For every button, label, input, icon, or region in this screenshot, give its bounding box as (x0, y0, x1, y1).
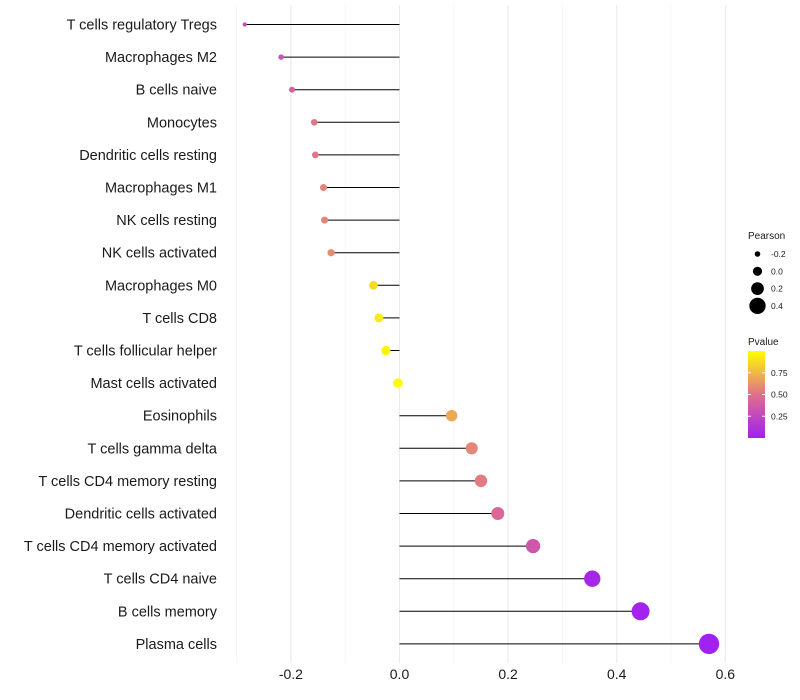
point-eosinophils (445, 409, 458, 422)
point-t-cells-cd4-memory-activated (525, 538, 541, 554)
point-monocytes (310, 118, 318, 126)
point-macrophages-m1 (319, 183, 327, 192)
point-plasma-cells (698, 633, 720, 655)
point-t-cells-follicular-helper (381, 345, 391, 356)
x-tick-label: 0.4 (607, 666, 627, 682)
stem-layer (244, 24, 710, 645)
category-label-nk-cells-resting: NK cells resting (116, 213, 217, 229)
size-legend-label: 0.2 (771, 284, 783, 294)
category-label-t-cells-follicular-helper: T cells follicular helper (74, 344, 217, 360)
category-label-mast-cells-activated: Mast cells activated (90, 376, 217, 392)
category-label-dendritic-cells-resting: Dendritic cells resting (79, 148, 217, 164)
size-legend-label: 0.4 (771, 301, 783, 311)
x-tick-label: 0.2 (498, 666, 518, 682)
grid-layer (236, 5, 726, 663)
category-label-macrophages-m0: Macrophages M0 (105, 278, 217, 294)
point-b-cells-memory (631, 602, 650, 621)
category-labels: T cells regulatory Tregs Macrophages M2 B … (24, 18, 218, 653)
color-legend-label: 0.75 (771, 368, 788, 378)
category-label-macrophages-m1: Macrophages M1 (105, 181, 217, 197)
point-dendritic-cells-activated (491, 506, 505, 521)
x-tick-labels: -0.2 0.0 0.2 0.4 0.6 (279, 666, 735, 682)
x-tick-label: 0.0 (390, 666, 410, 682)
point-t-cells-cd4-naive (584, 570, 601, 587)
point-b-cells-naive (289, 86, 295, 93)
point-macrophages-m2 (278, 54, 284, 60)
category-label-t-cells-regulatory-tregs: T cells regulatory Tregs (67, 18, 217, 34)
category-label-t-cells-cd4-memory-activated: T cells CD4 memory activated (24, 539, 217, 555)
point-t-cells-regulatory-tregs (242, 22, 247, 27)
category-label-nk-cells-activated: NK cells activated (102, 246, 217, 262)
x-tick-label: 0.6 (716, 666, 736, 682)
category-label-t-cells-gamma-delta: T cells gamma delta (88, 441, 218, 457)
point-t-cells-gamma-delta (465, 442, 478, 455)
category-label-dendritic-cells-activated: Dendritic cells activated (65, 507, 217, 523)
category-label-monocytes: Monocytes (147, 115, 217, 131)
size-legend-key (751, 282, 764, 295)
category-label-b-cells-naive: B cells naive (136, 83, 217, 99)
point-dendritic-cells-resting (311, 151, 319, 159)
category-label-t-cells-cd4-naive: T cells CD4 naive (104, 572, 217, 588)
point-nk-cells-activated (327, 249, 335, 257)
size-legend-title: Pearson (748, 231, 785, 242)
point-mast-cells-activated (393, 378, 403, 388)
size-legend-key (749, 297, 766, 315)
point-t-cells-cd4-memory-resting (474, 474, 488, 488)
dot-layer (242, 22, 720, 655)
point-t-cells-cd8 (374, 313, 384, 323)
size-legend-label: 0.0 (771, 266, 783, 276)
size-legend-label: -0.2 (771, 249, 786, 259)
category-label-plasma-cells: Plasma cells (136, 637, 217, 653)
category-label-b-cells-memory: B cells memory (118, 604, 218, 620)
point-nk-cells-resting (321, 216, 329, 224)
point-macrophages-m0 (369, 280, 378, 290)
category-label-t-cells-cd8: T cells CD8 (142, 311, 217, 327)
category-label-t-cells-cd4-memory-resting: T cells CD4 memory resting (38, 474, 217, 490)
color-legend-label: 0.25 (771, 411, 788, 421)
size-legend-key (754, 251, 761, 257)
color-legend-label: 0.50 (771, 390, 788, 400)
legend: Pearson -0.2 0.0 0.2 0.4 Pvalue 0.25 0.50 0.75 (748, 231, 788, 438)
size-legend-key (752, 266, 763, 276)
category-label-macrophages-m2: Macrophages M2 (105, 50, 217, 66)
color-legend-bar (748, 351, 765, 438)
color-legend-title: Pvalue (748, 337, 779, 348)
x-tick-label: -0.2 (279, 666, 303, 682)
category-label-eosinophils: Eosinophils (143, 409, 217, 425)
